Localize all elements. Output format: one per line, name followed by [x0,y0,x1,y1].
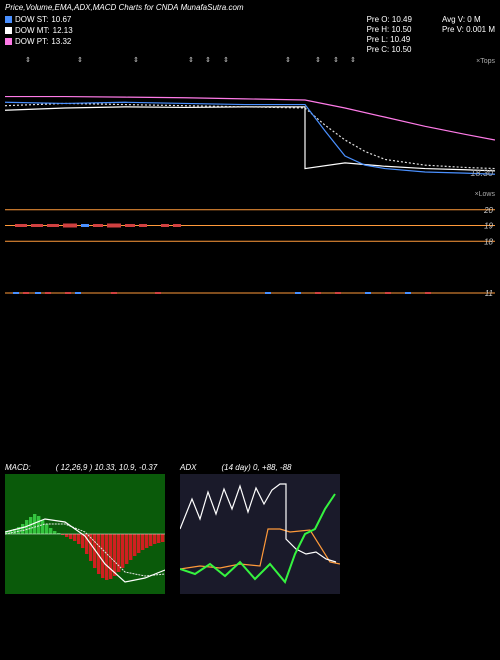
tick-mark: ⇕ [285,56,291,64]
lows-label: ×Lows [475,191,495,198]
price-chart: ×Tops 18.30 ×Lows [5,68,495,188]
indicator-panels: MACD: ( 12,26,9 ) 10.33, 10.9, -0.37 ADX… [0,463,500,603]
time-axis-ticks: ⇕ ⇕ ⇕ ⇕ ⇕ ⇕ ⇕ ⇕ ⇕ ⇕ [5,56,495,68]
svg-text:11: 11 [485,289,493,298]
tops-label: ×Tops [476,58,495,65]
vol1-svg: 20 19 18 [5,203,495,248]
adx-panel: ADX (14 day) 0, +88, -88 [180,463,340,603]
stat-h: Pre H: 10.50 [367,25,412,34]
legend-st-label: DOW ST: [15,15,48,24]
price-value-label: 18.30 [470,168,493,178]
tick-mark: ⇕ [333,56,339,64]
legend-dow-st: DOW ST: 10.67 [5,15,73,24]
legend-dow-mt: DOW MT: 12.13 [5,26,73,35]
legend-st-val: 10.67 [51,15,71,24]
macd-title: MACD: [5,463,31,472]
legend-pt-val: 13.32 [51,37,71,46]
macd-params: ( 12,26,9 ) 10.33, 10.9, -0.37 [56,463,157,472]
volume-chart-1: 20 19 18 [5,203,495,248]
stat-avgv: Avg V: 0 M [442,15,495,24]
legend-box-pt [5,38,12,45]
svg-text:18: 18 [484,237,493,246]
stat-l: Pre L: 10.49 [367,35,412,44]
macd-svg [5,474,165,594]
chart-title: Price,Volume,EMA,ADX,MACD Charts for CND… [0,0,500,15]
tick-mark: ⇕ [223,56,229,64]
svg-text:20: 20 [483,206,493,215]
price-chart-svg [5,68,495,188]
tick-mark: ⇕ [350,56,356,64]
adx-params: (14 day) 0, +88, -88 [221,463,291,472]
tick-mark: ⇕ [188,56,194,64]
adx-svg [180,474,340,594]
top-legend: DOW ST: 10.67 DOW MT: 12.13 DOW PT: 13.3… [0,15,500,54]
volume-chart-2: 11 [5,278,495,308]
legend-mt-label: DOW MT: [15,26,50,35]
tick-mark: ⇕ [25,56,31,64]
legend-box-mt [5,27,12,34]
tick-mark: ⇕ [133,56,139,64]
legend-mt-val: 12.13 [53,26,73,35]
legend-dow-pt: DOW PT: 13.32 [5,37,73,46]
macd-panel: MACD: ( 12,26,9 ) 10.33, 10.9, -0.37 [5,463,165,603]
svg-text:19: 19 [484,222,493,231]
stat-prev: Pre V: 0.001 M [442,25,495,34]
tick-mark: ⇕ [315,56,321,64]
legend-pt-label: DOW PT: [15,37,48,46]
stat-o: Pre O: 10.49 [367,15,412,24]
tick-mark: ⇕ [77,56,83,64]
legend-box-st [5,16,12,23]
adx-title: ADX [180,463,196,472]
tick-mark: ⇕ [205,56,211,64]
vol2-svg: 11 [5,278,495,308]
stat-c: Pre C: 10.50 [367,45,412,54]
ohlc-stats: Pre O: 10.49 Pre H: 10.50 Pre L: 10.49 P… [367,15,495,54]
